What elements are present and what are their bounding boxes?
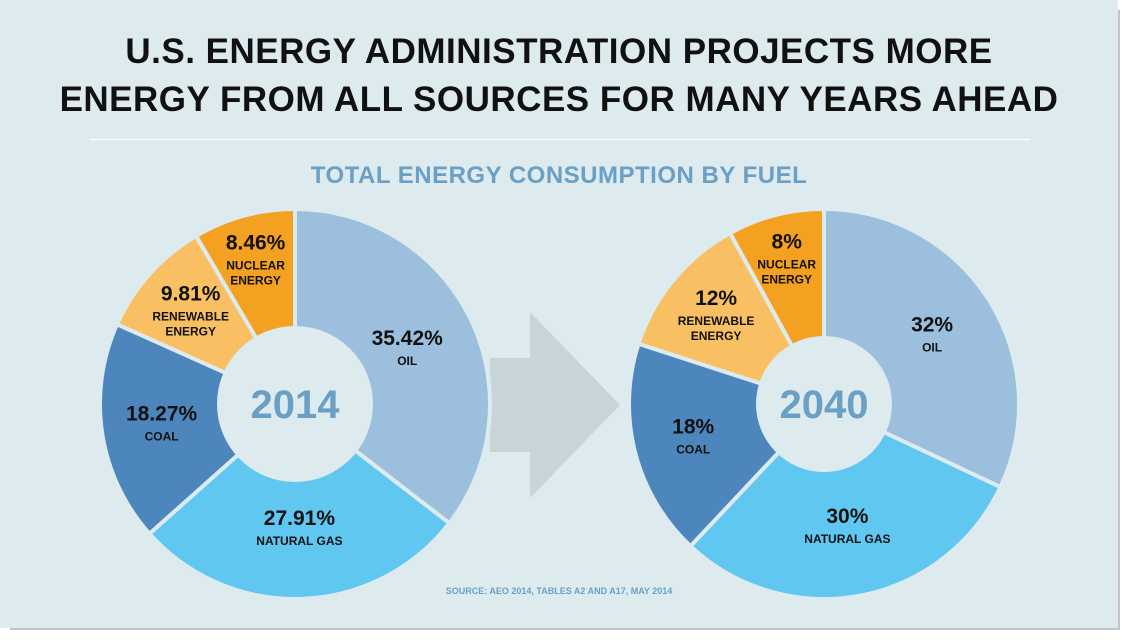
slice-label-renewable-energy: ENERGY: [165, 325, 216, 339]
donut-hole: [756, 336, 892, 472]
donut-hole: [217, 326, 373, 482]
year-label: 2040: [780, 383, 869, 427]
title-divider: [90, 139, 1030, 140]
energy-donut-charts: 35.42% OIL 27.91% NATURAL GAS 18.27% COAL 9.81…: [98, 207, 1021, 601]
slice-label-nuclear-energy: ENERGY: [230, 273, 281, 287]
slice-label-nuclear-energy: NUCLEAR: [757, 258, 816, 272]
slice-label-coal: COAL: [676, 443, 710, 457]
slice-label-nuclear-energy: NUCLEAR: [226, 258, 285, 272]
slice-label-renewable-energy: RENEWABLE: [678, 314, 755, 328]
slice-natural-gas: [147, 402, 452, 601]
slice-coal: [98, 322, 297, 536]
slice-value-natural-gas: 30%: [826, 505, 868, 528]
slice-value-renewable-energy: 12%: [695, 287, 737, 310]
source-note: SOURCE: AEO 2014, TABLES A2 AND A17, MAY…: [445, 586, 673, 596]
slice-label-oil: OIL: [397, 354, 417, 368]
slice-label-natural-gas: NATURAL GAS: [804, 532, 890, 546]
page-title: U.S. ENERGY ADMINISTRATION PROJECTS MORE…: [0, 28, 1118, 124]
slice-value-coal: 18%: [672, 416, 714, 439]
title-line-1: U.S. ENERGY ADMINISTRATION PROJECTS MORE: [125, 32, 993, 71]
slice-label-coal: COAL: [145, 430, 179, 444]
chart-subtitle: TOTAL ENERGY CONSUMPTION BY FUEL: [310, 162, 808, 189]
slice-oil: [293, 207, 492, 526]
infographic-panel: U.S. ENERGY ADMINISTRATION PROJECTS MORE…: [0, 0, 1118, 628]
slice-natural-gas: [688, 402, 1003, 601]
slice-label-renewable-energy: ENERGY: [691, 329, 742, 343]
slice-label-natural-gas: NATURAL GAS: [256, 534, 342, 548]
slice-label-oil: OIL: [922, 340, 942, 354]
slice-value-coal: 18.27%: [126, 403, 198, 426]
slice-value-oil: 32%: [911, 313, 953, 336]
donut-chart-2014: 35.42% OIL 27.91% NATURAL GAS 18.27% COAL 9.81…: [98, 207, 492, 601]
slice-value-nuclear-energy: 8%: [772, 231, 803, 254]
slice-label-renewable-energy: RENEWABLE: [152, 310, 229, 324]
transition-arrow: [490, 312, 620, 498]
slice-value-nuclear-energy: 8.46%: [226, 231, 286, 254]
slice-value-natural-gas: 27.91%: [264, 507, 336, 530]
year-label: 2014: [251, 383, 341, 427]
title-line-2: ENERGY FROM ALL SOURCES FOR MANY YEARS A…: [59, 80, 1059, 119]
slice-label-nuclear-energy: ENERGY: [761, 273, 812, 287]
slice-value-oil: 35.42%: [372, 327, 444, 350]
slice-value-renewable-energy: 9.81%: [161, 283, 221, 306]
